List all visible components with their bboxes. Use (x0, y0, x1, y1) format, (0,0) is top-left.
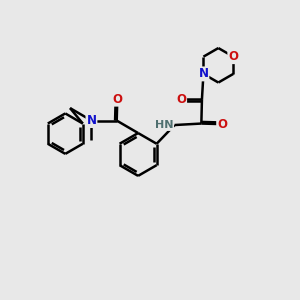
Text: O: O (228, 50, 238, 63)
Text: N: N (86, 114, 96, 127)
Text: N: N (198, 68, 208, 80)
Text: O: O (112, 93, 122, 106)
Text: HN: HN (154, 120, 173, 130)
Text: O: O (176, 93, 186, 106)
Text: O: O (217, 118, 227, 130)
